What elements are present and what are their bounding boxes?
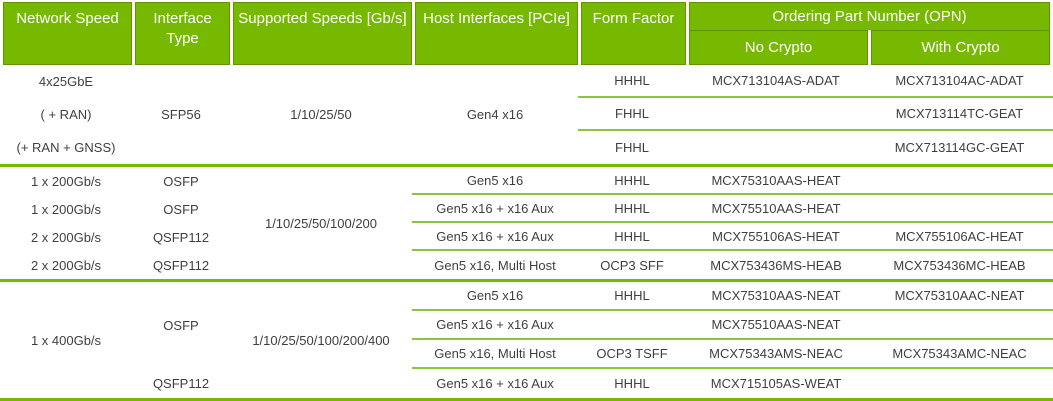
cell-opn-no-crypto: MCX75310AAS-HEAT bbox=[686, 167, 866, 195]
cell-interface-type: SFP56 bbox=[161, 107, 201, 122]
table-bottom-border bbox=[0, 398, 1053, 401]
header-opn-subrow: No Crypto With Crypto bbox=[689, 30, 1050, 65]
block-divider bbox=[0, 279, 1053, 282]
cell-form-factor: HHHL bbox=[578, 65, 686, 98]
block-divider bbox=[0, 164, 1053, 167]
cell-opn-with-crypto bbox=[866, 369, 1053, 398]
cell-host-interfaces: Gen5 x16 bbox=[412, 282, 578, 311]
cell-supported-speeds: 1/10/25/50/100/200/400 bbox=[252, 332, 390, 348]
cell-opn-with-crypto bbox=[866, 311, 1053, 340]
table-header-row: Network Speed Interface Type Supported S… bbox=[0, 2, 1053, 65]
cell-opn-with-crypto: MCX75343AMC-NEAC bbox=[866, 340, 1053, 369]
cell-interface-type: QSFP112 bbox=[152, 376, 210, 391]
table-block-200g: 1/10/25/50/100/200 1 x 200Gb/s OSFP Gen5… bbox=[0, 167, 1053, 279]
header-supported-speeds: Supported Speeds [Gb/s] bbox=[233, 2, 412, 65]
cell-form-factor bbox=[578, 311, 686, 340]
cell-host-interfaces: Gen5 x16 + x16 Aux bbox=[412, 195, 578, 223]
cell-opn-with-crypto bbox=[866, 195, 1053, 223]
cell-opn-no-crypto: MCX755106AS-HEAT bbox=[686, 223, 866, 251]
cell-supported-speeds: 1/10/25/50 bbox=[290, 107, 352, 122]
cell-host-interfaces: Gen5 x16 + x16 Aux bbox=[412, 223, 578, 251]
header-form-factor: Form Factor bbox=[581, 2, 686, 65]
network-speed-line: ( + RAN) bbox=[40, 107, 92, 122]
cell-opn-with-crypto: MCX753436MC-HEAB bbox=[893, 257, 1026, 273]
cell-opn-no-crypto: MCX715105AS-WEAT bbox=[710, 376, 842, 391]
cell-host-interfaces: Gen5 x16 + x16 Aux bbox=[412, 311, 578, 340]
cell-network-speed: 1 x 400Gb/s bbox=[30, 332, 102, 348]
network-speed-line: (+ RAN + GNSS) bbox=[16, 140, 116, 155]
cell-host-interfaces: Gen5 x16, Multi Host bbox=[434, 257, 556, 273]
header-with-crypto: With Crypto bbox=[871, 30, 1050, 65]
cell-opn-no-crypto: MCX753436MS-HEAB bbox=[710, 257, 842, 273]
cell-form-factor: FHHL bbox=[615, 140, 649, 155]
cell-network-speed: 1 x 200Gb/s bbox=[30, 173, 102, 189]
cell-opn-with-crypto: MCX713114GC-GEAT bbox=[894, 140, 1025, 155]
cell-opn-no-crypto bbox=[686, 131, 866, 164]
cell-opn-no-crypto bbox=[686, 98, 866, 131]
cell-form-factor: HHHL bbox=[578, 167, 686, 195]
cell-opn-no-crypto: MCX75310AAS-NEAT bbox=[686, 282, 866, 311]
cell-host-interfaces: Gen5 x16 bbox=[412, 167, 578, 195]
cell-host-interfaces: Gen5 x16 + x16 Aux bbox=[436, 376, 554, 391]
cell-form-factor: HHHL bbox=[578, 282, 686, 311]
cell-opn-with-crypto bbox=[866, 167, 1053, 195]
cell-host-interfaces: Gen4 x16 bbox=[466, 107, 524, 122]
cell-interface-type: QSFP112 bbox=[152, 229, 210, 245]
table-block-sfp56: 4x25GbE ( + RAN) (+ RAN + GNSS) SFP56 1/… bbox=[0, 65, 1053, 164]
header-host-interfaces: Host Interfaces [PCIe] bbox=[415, 2, 578, 65]
header-no-crypto: No Crypto bbox=[689, 30, 868, 65]
header-opn-group: Ordering Part Number (OPN) No Crypto Wit… bbox=[689, 2, 1050, 65]
cell-opn-no-crypto: MCX75510AAS-HEAT bbox=[686, 195, 866, 223]
cell-network-speed: 2 x 200Gb/s bbox=[30, 257, 102, 273]
cell-interface-type: OSFP bbox=[163, 318, 199, 333]
cell-opn-no-crypto: MCX713104AS-ADAT bbox=[686, 65, 866, 98]
cell-form-factor: OCP3 SFF bbox=[600, 257, 664, 273]
cell-opn-with-crypto: MCX755106AC-HEAT bbox=[866, 223, 1053, 251]
cell-form-factor: OCP3 TSFF bbox=[578, 340, 686, 369]
cell-interface-type: OSFP bbox=[163, 173, 199, 189]
cell-opn-no-crypto: MCX75343AMS-NEAC bbox=[686, 340, 866, 369]
cell-network-speed: 2 x 200Gb/s bbox=[30, 229, 102, 245]
cell-opn-with-crypto: MCX713114TC-GEAT bbox=[866, 98, 1053, 131]
cell-network-speed: 1 x 200Gb/s bbox=[30, 201, 102, 217]
table-block-400g: 1 x 400Gb/s OSFP QSFP112 1/10/25/50/100/… bbox=[0, 282, 1053, 398]
cell-form-factor: HHHL bbox=[578, 195, 686, 223]
header-opn-title: Ordering Part Number (OPN) bbox=[689, 2, 1050, 30]
cell-form-factor: HHHL bbox=[578, 223, 686, 251]
cell-interface-type: QSFP112 bbox=[152, 257, 210, 273]
cell-host-interfaces: Gen5 x16, Multi Host bbox=[412, 340, 578, 369]
cell-supported-speeds: 1/10/25/50/100/200 bbox=[264, 215, 378, 231]
header-network-speed: Network Speed bbox=[3, 2, 132, 65]
header-interface-type: Interface Type bbox=[135, 2, 230, 65]
cell-opn-with-crypto: MCX75310AAC-NEAT bbox=[866, 282, 1053, 311]
cell-form-factor: FHHL bbox=[578, 98, 686, 131]
cell-form-factor: HHHL bbox=[614, 376, 650, 391]
network-speed-line: 4x25GbE bbox=[38, 74, 94, 89]
cell-opn-no-crypto: MCX75510AAS-NEAT bbox=[686, 311, 866, 340]
cell-interface-type: OSFP bbox=[163, 201, 199, 217]
cell-opn-with-crypto: MCX713104AC-ADAT bbox=[866, 65, 1053, 98]
cell-network-speed: 4x25GbE ( + RAN) (+ RAN + GNSS) bbox=[0, 65, 132, 164]
